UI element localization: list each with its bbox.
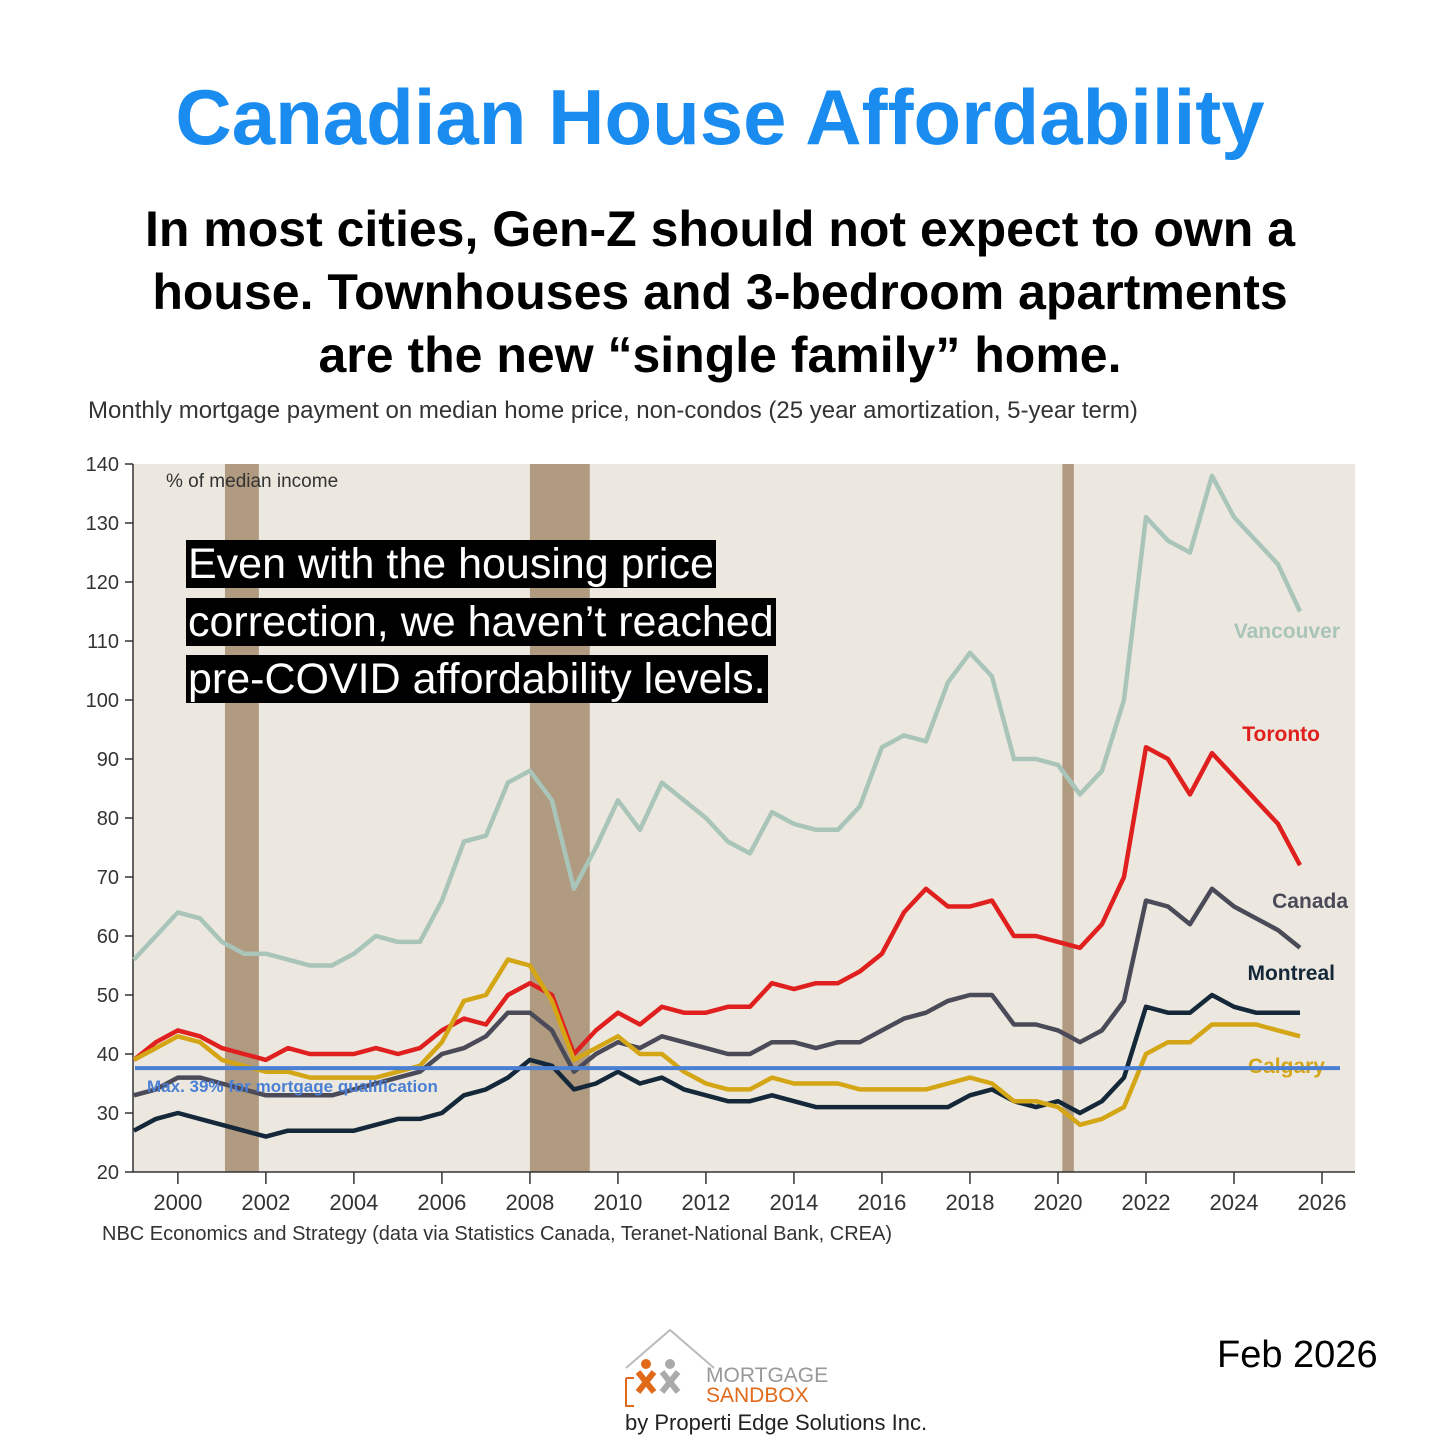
y-tick-label: 60 xyxy=(97,926,119,948)
logo: MORTGAGE SANDBOX xyxy=(625,1328,828,1407)
series-line xyxy=(132,992,1300,1139)
y-tick-label: 80 xyxy=(97,808,119,830)
subtitle: In most cities, Gen-Z should not expect … xyxy=(0,198,1440,387)
y-tick-label: 120 xyxy=(86,572,119,594)
annotation-line: Even with the housing price xyxy=(186,536,776,594)
y-tick-label: 90 xyxy=(97,749,119,771)
annotation-line: correction, we haven’t reached xyxy=(186,594,776,652)
y-tick-label: 100 xyxy=(86,690,119,712)
chart-title: Monthly mortgage payment on median home … xyxy=(88,397,1138,424)
series-label: Toronto xyxy=(1242,723,1320,746)
y-tick-label: 110 xyxy=(87,631,119,653)
source: NBC Economics and Strategy (data via Sta… xyxy=(102,1223,892,1245)
reference-label: Max. 39% for mortgage qualification xyxy=(147,1077,438,1096)
logo-icon xyxy=(635,1370,657,1394)
x-tick-label: 2022 xyxy=(1122,1190,1171,1215)
annotation-line: pre-COVID affordability levels. xyxy=(186,651,776,709)
subtitle-line: are the new “single family” home. xyxy=(318,327,1122,383)
y-tick-label: 20 xyxy=(97,1162,119,1184)
series-line xyxy=(132,744,1302,1063)
subtitle-line: house. Townhouses and 3-bedroom apartmen… xyxy=(152,264,1288,320)
y-axis-label: % of median income xyxy=(166,471,338,492)
x-tick-label: 2002 xyxy=(241,1190,290,1215)
annotation-text: correction, we haven’t reached xyxy=(186,597,776,646)
byline: by Properti Edge Solutions Inc. xyxy=(625,1410,928,1435)
x-tick-label: 2004 xyxy=(329,1190,378,1215)
annotation-text: Even with the housing price xyxy=(186,540,716,588)
x-tick-label: 2024 xyxy=(1210,1190,1259,1215)
logo-bracket xyxy=(625,1377,634,1407)
recession-band xyxy=(1062,464,1074,1172)
x-tick-label: 2026 xyxy=(1298,1190,1347,1215)
logo-text: SANDBOX xyxy=(706,1384,809,1407)
title: Canadian House Affordability xyxy=(175,73,1265,161)
x-tick-label: 2014 xyxy=(769,1190,818,1215)
y-tick-label: 30 xyxy=(97,1103,119,1125)
x-tick-label: 2012 xyxy=(681,1190,730,1215)
x-tick-label: 2010 xyxy=(593,1190,642,1215)
logo-icon xyxy=(641,1359,651,1369)
series-line xyxy=(133,886,1302,1098)
logo-roof xyxy=(625,1328,715,1369)
y-tick-label: 70 xyxy=(97,867,119,889)
series-line xyxy=(132,473,1303,968)
logo-icon xyxy=(659,1370,681,1394)
series-label: Montreal xyxy=(1247,962,1335,985)
y-tick-label: 140 xyxy=(86,454,119,476)
y-tick-label: 130 xyxy=(86,513,119,535)
x-tick-label: 2006 xyxy=(417,1190,466,1215)
x-tick-label: 2000 xyxy=(153,1190,202,1215)
series-label: Canada xyxy=(1272,890,1348,913)
annotation: Even with the housing price correction, … xyxy=(186,536,776,709)
logo-text: MORTGAGE xyxy=(706,1364,828,1387)
logo-icon xyxy=(665,1359,675,1369)
x-tick-label: 2008 xyxy=(505,1190,554,1215)
x-tick-label: 2016 xyxy=(857,1190,906,1215)
subtitle-line: In most cities, Gen-Z should not expect … xyxy=(144,201,1296,257)
y-tick-label: 40 xyxy=(97,1044,119,1066)
annotation-text: pre-COVID affordability levels. xyxy=(186,655,768,703)
x-tick-label: 2018 xyxy=(945,1190,994,1215)
series-label: Vancouver xyxy=(1234,620,1340,643)
x-tick-label: 2020 xyxy=(1033,1190,1082,1215)
date: Feb 2026 xyxy=(1217,1334,1378,1376)
y-tick-label: 50 xyxy=(97,985,119,1007)
series-line xyxy=(132,957,1301,1128)
